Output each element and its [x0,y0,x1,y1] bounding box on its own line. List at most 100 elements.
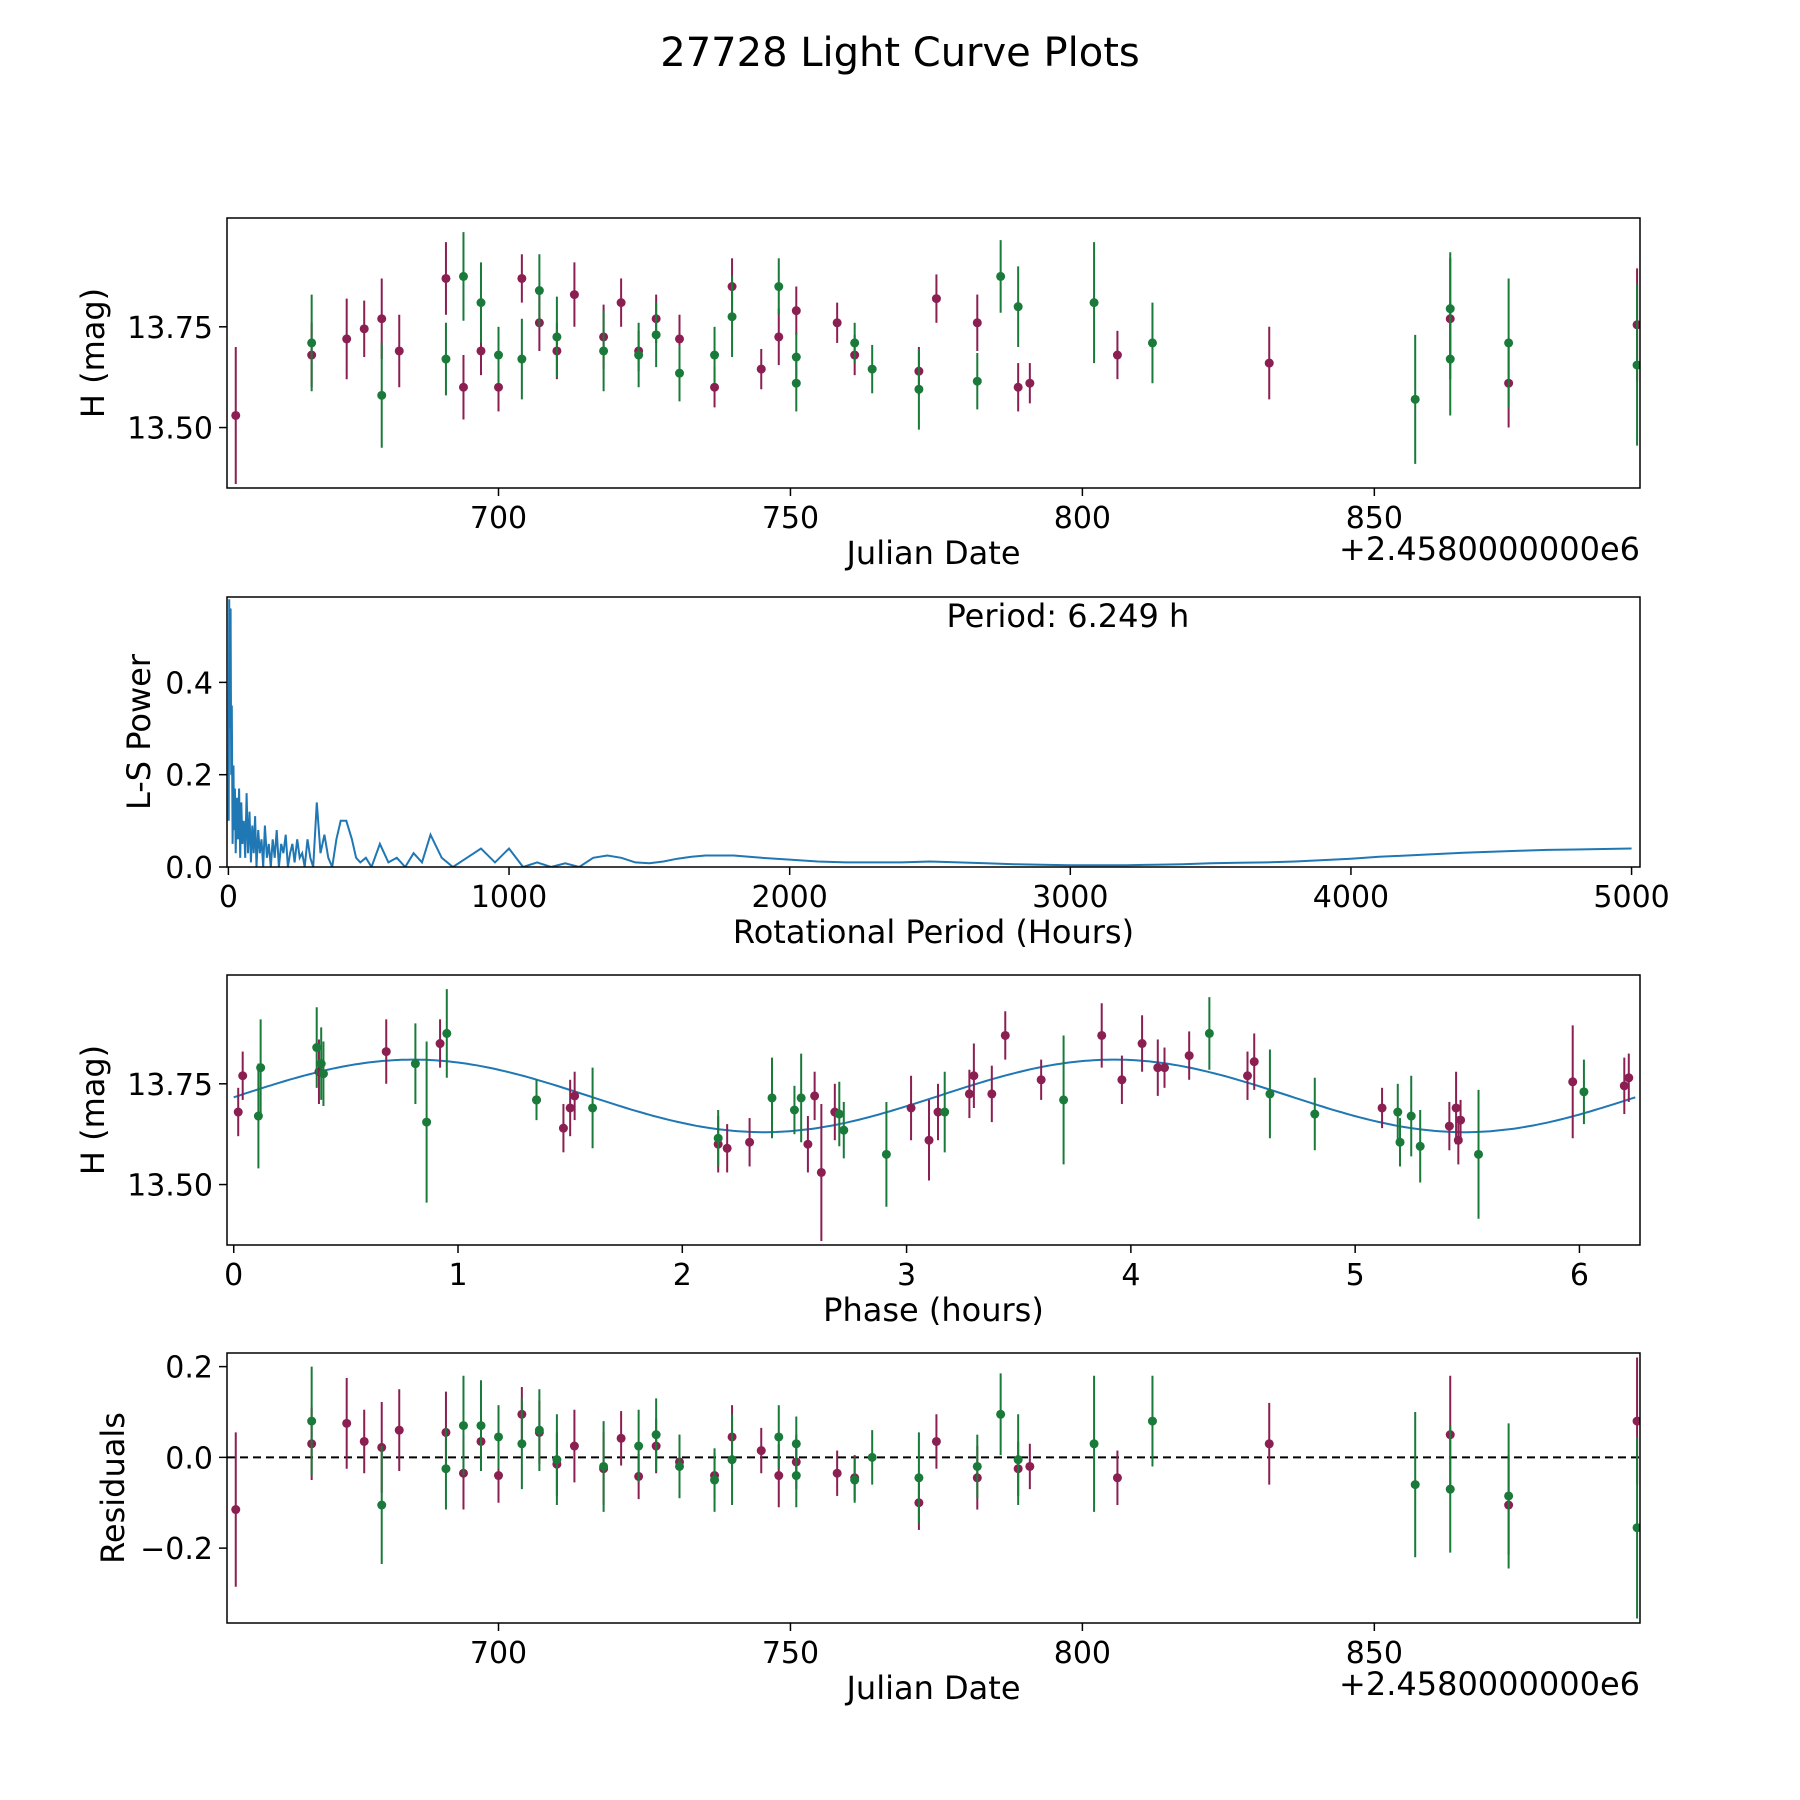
purple-data-point [359,324,369,334]
purple-data-point [381,1047,391,1057]
green-data-point [1410,1480,1420,1490]
purple-data-point [1568,1077,1578,1087]
green-data-point [517,354,527,364]
x-offset-label: +2.4580000000e6 [1339,530,1640,568]
purple-data-point [1184,1051,1194,1061]
y-tick-label: 0.0 [165,851,213,886]
green-data-point [1204,1028,1214,1038]
purple-data-point [1632,1416,1640,1426]
green-data-point [1504,338,1514,348]
x-tick-label: 2 [673,1258,692,1293]
purple-data-point [1097,1030,1107,1040]
purple-data-point [1112,350,1122,360]
purple-data-point [570,1091,580,1101]
purple-data-point [1619,1081,1629,1091]
x-tick-label: 800 [1054,1636,1111,1671]
x-tick-label: 1000 [471,880,547,915]
green-data-point [914,1473,924,1483]
purple-data-point [832,318,842,328]
green-data-point [1395,1137,1405,1147]
purple-data-point [1160,1063,1170,1073]
purple-data-point [972,318,982,328]
green-data-point [312,1043,322,1053]
purple-data-point [441,273,451,283]
green-data-point [377,1500,387,1510]
green-data-point [494,350,504,360]
purple-data-point [1117,1075,1127,1085]
x-tick-label: 4000 [1313,880,1389,915]
phased-axes-frame [226,974,1641,1246]
green-data-point [710,350,720,360]
green-data-point [850,338,860,348]
green-data-point [727,1455,737,1465]
green-data-point [972,1461,982,1471]
x-axis-label: Julian Date [844,1669,1020,1707]
purple-data-point [616,298,626,308]
lightcurve-axes-frame [226,217,1641,489]
phased-data-layer [233,989,1636,1241]
green-data-point [713,1133,723,1143]
purple-data-point [816,1167,826,1177]
green-data-point [1415,1141,1425,1151]
green-data-point [867,1452,877,1462]
x-tick-label: 0 [219,880,238,915]
green-data-point [307,1416,317,1426]
purple-data-point [987,1089,997,1099]
x-tick-label: 750 [762,1636,819,1671]
green-data-point [599,346,609,356]
purple-data-point [569,1441,579,1451]
purple-data-point [377,314,387,324]
green-data-point [791,1471,801,1481]
x-tick-label: 5000 [1593,880,1669,915]
x-axis-label: Rotational Period (Hours) [733,913,1134,951]
green-data-point [774,282,784,292]
y-tick-label: 13.75 [127,1068,213,1103]
x-tick-label: 800 [1054,501,1111,536]
green-data-point [789,1105,799,1115]
green-data-point [422,1117,432,1127]
purple-data-point [832,1468,842,1478]
x-tick-label: 6 [1570,1258,1589,1293]
purple-data-point [494,1471,504,1481]
x-tick-label: 700 [470,501,527,536]
purple-data-point [791,306,801,316]
purple-data-point [342,334,352,344]
purple-data-point [1112,1473,1122,1483]
x-tick-label: 0 [224,1258,243,1293]
purple-data-point [1249,1057,1259,1067]
purple-data-point [964,1089,974,1099]
y-tick-label: 13.50 [127,412,213,447]
purple-data-point [1025,1461,1035,1471]
lightcurve-data-layer [231,232,1640,484]
lightcurve-panel: 700 750 800 850 13.50 13.75 Julian Date H (mag)… [74,217,1641,572]
green-data-point [1147,1416,1157,1426]
periodogram-data-layer [227,599,1632,867]
period-annotation: Period: 6.249 h [947,597,1190,635]
y-axis-label: H (mag) [74,1045,112,1175]
figure-title: 27728 Light Curve Plots [660,30,1139,76]
green-data-point [1406,1111,1416,1121]
purple-data-point [1377,1103,1387,1113]
green-data-point [377,390,387,400]
green-data-point [1265,1089,1275,1099]
green-data-point [1059,1095,1069,1105]
green-data-point [767,1093,777,1103]
purple-data-point [569,290,579,300]
green-data-point [599,1461,609,1471]
purple-data-point [231,410,241,420]
x-tick-label: 4 [1121,1258,1140,1293]
green-data-point [1013,1455,1023,1465]
purple-data-point [1036,1075,1046,1085]
residuals-panel: 700 750 800 850 −0.2 0.0 0.2 Julian Date Residua… [94,1351,1641,1707]
y-tick-label: 13.75 [127,311,213,346]
green-data-point [881,1149,891,1159]
x-tick-label: 700 [470,1636,527,1671]
purple-data-point [745,1137,755,1147]
purple-data-point [494,382,504,392]
purple-data-point [565,1103,575,1113]
green-data-point [458,271,468,281]
green-data-point [675,1461,685,1471]
purple-data-point [931,1436,941,1446]
green-data-point [1393,1107,1403,1117]
purple-data-point [394,346,404,356]
